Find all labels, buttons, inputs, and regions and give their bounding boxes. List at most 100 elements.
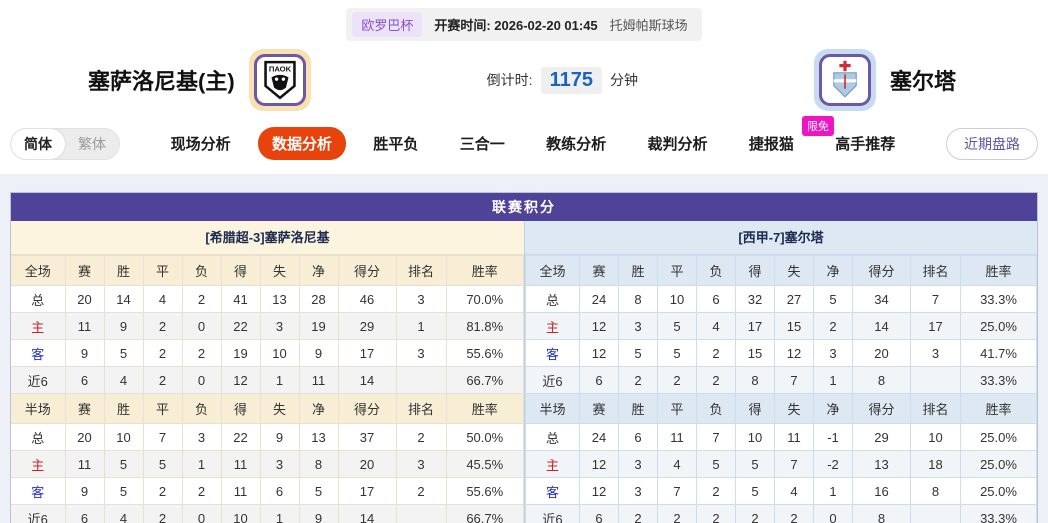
stat-cell: 1 <box>395 312 447 340</box>
recent-odds-button[interactable]: 近期盘路 <box>946 127 1038 160</box>
home-stats-table: 全场赛胜平负得失净得分 排名 胜率总 20 14 4 2 41 13 28 46 3 70.0% 主 11 9… <box>11 255 524 523</box>
stat-cell: 22 <box>220 312 261 340</box>
main-content: 联赛积分 [希腊超-3]塞萨洛尼基 全场赛胜平负得失净得分 排名 胜率总 20 14 4 2… <box>0 174 1048 523</box>
stat-cell: 3 <box>910 339 961 367</box>
stadium-name: 托姆帕斯球场 <box>609 18 688 33</box>
tab-three-in-one[interactable]: 三合一 <box>459 136 505 153</box>
stat-cell: 2 <box>142 339 183 367</box>
tab-coach-analysis[interactable]: 教练分析 <box>546 136 607 153</box>
table-row: 近6 6 2 2 2 8 7 1 8 33.3% <box>525 366 1037 394</box>
stat-cell: 12 <box>579 477 619 505</box>
col-header: 全场 <box>11 255 66 286</box>
stat-cell: 16 <box>852 477 911 505</box>
row-label: 近6 <box>11 504 66 523</box>
col-header: 失 <box>774 255 814 286</box>
table-row: 主 11 9 2 0 22 3 19 29 1 81.8% <box>11 312 524 340</box>
stat-cell: 2 <box>657 504 697 523</box>
stat-cell: 70.0% <box>445 285 524 313</box>
stat-cell: 9 <box>103 312 144 340</box>
stat-cell: 12 <box>220 366 261 394</box>
col-header: 平 <box>657 393 697 424</box>
stat-cell: 10 <box>220 504 261 523</box>
stat-cell: 20 <box>852 339 911 367</box>
col-header: 胜率 <box>445 393 524 424</box>
stat-cell: 11 <box>220 450 261 478</box>
col-header: 净 <box>298 255 339 286</box>
col-header: 得分 <box>852 393 911 424</box>
row-label: 近6 <box>525 504 580 523</box>
stat-cell: 14 <box>337 366 397 394</box>
stat-cell: 2 <box>181 285 222 313</box>
celta-crest-icon <box>833 60 857 98</box>
stat-cell: 11 <box>64 450 105 478</box>
stat-cell: 0 <box>181 504 222 523</box>
stat-cell: 13 <box>852 450 911 478</box>
stat-cell: 12 <box>579 450 619 478</box>
col-header: 全场 <box>525 255 580 286</box>
col-header: 负 <box>696 255 736 286</box>
countdown-unit: 分钟 <box>609 72 638 88</box>
kickoff-time: 开赛时间: 2026-02-20 01:45 <box>434 15 597 34</box>
lang-simplified-button[interactable]: 简体 <box>11 128 65 159</box>
stat-cell: 8 <box>618 285 658 313</box>
stat-cell: 41 <box>220 285 261 313</box>
stat-cell: 5 <box>735 477 775 505</box>
stat-cell: 3 <box>395 285 447 313</box>
tabs: 现场分析 数据分析 胜平负 三合一 教练分析 裁判分析 捷报猫 限免 高手推荐 <box>120 116 946 160</box>
free-badge: 限免 <box>801 116 834 136</box>
away-team-group: 塞尔塔 <box>813 49 956 111</box>
col-header: 失 <box>774 393 814 424</box>
stat-cell: 9 <box>298 504 339 523</box>
tab-referee-analysis[interactable]: 裁判分析 <box>647 136 708 153</box>
stat-cell: 5 <box>735 450 775 478</box>
table-row: 总 24 6 11 7 10 11 -1 29 10 25.0% <box>525 423 1037 451</box>
table-row: 客 12 3 7 2 5 4 1 16 8 25.0% <box>525 477 1037 505</box>
tab-win-draw-loss[interactable]: 胜平负 <box>373 136 419 153</box>
tab-jiebao-cat[interactable]: 捷报猫 限免 <box>735 116 834 160</box>
away-stats-half: [西甲-7]塞尔塔 全场赛胜平负得失净得分 排名 胜率总 24 8 10 6 32 27 5 34 7… <box>524 221 1037 523</box>
stat-cell: 2 <box>696 504 736 523</box>
stat-cell: 1 <box>259 504 300 523</box>
stat-cell: 55.6% <box>445 339 524 367</box>
col-header: 得分 <box>337 393 397 424</box>
row-label: 客 <box>525 339 580 367</box>
lang-traditional-button[interactable]: 繁体 <box>78 135 106 152</box>
stat-cell: 3 <box>813 339 853 367</box>
col-header: 胜 <box>618 255 658 286</box>
countdown-label: 倒计时: <box>486 72 533 88</box>
stat-cell: 12 <box>579 312 619 340</box>
stat-cell: 2 <box>142 504 183 523</box>
tab-live-analysis[interactable]: 现场分析 <box>170 136 231 153</box>
stat-cell: 25.0% <box>960 423 1037 451</box>
stat-cell: 3 <box>259 450 300 478</box>
stat-cell: 5 <box>813 285 853 313</box>
stat-cell: 12 <box>579 339 619 367</box>
stat-cell: 32 <box>735 285 775 313</box>
col-header: 排名 <box>910 393 961 424</box>
stat-cell: 34 <box>852 285 911 313</box>
stat-cell: 12 <box>774 339 814 367</box>
column-header-row: 全场赛胜平负得失净得分 排名 胜率 <box>11 255 524 286</box>
stat-cell: 7 <box>696 423 736 451</box>
col-header: 负 <box>181 255 222 286</box>
row-label: 总 <box>525 285 580 313</box>
stat-cell: 10 <box>259 339 300 367</box>
col-header: 得分 <box>852 255 911 286</box>
stat-cell <box>395 366 447 394</box>
tab-data-analysis[interactable]: 数据分析 <box>258 127 347 160</box>
away-table-header: [西甲-7]塞尔塔 <box>525 221 1037 255</box>
stat-cell: 5 <box>103 450 144 478</box>
stat-cell: 11 <box>774 423 814 451</box>
stat-cell: -2 <box>813 450 853 478</box>
home-team-group: 塞萨洛尼基(主) ΠΑΟΚ <box>88 49 311 111</box>
tab-expert-picks[interactable]: 高手推荐 <box>835 136 896 153</box>
stat-cell: 1 <box>181 450 222 478</box>
stat-cell: 19 <box>220 339 261 367</box>
stat-cell: 18 <box>910 450 961 478</box>
col-header: 负 <box>696 393 736 424</box>
page-header: 欧罗巴杯 开赛时间: 2026-02-20 01:45 托姆帕斯球场 塞萨洛尼基… <box>0 0 1048 174</box>
col-header: 失 <box>259 393 300 424</box>
stat-cell: 33.3% <box>960 504 1037 523</box>
col-header: 负 <box>181 393 222 424</box>
col-header: 赛 <box>579 393 619 424</box>
